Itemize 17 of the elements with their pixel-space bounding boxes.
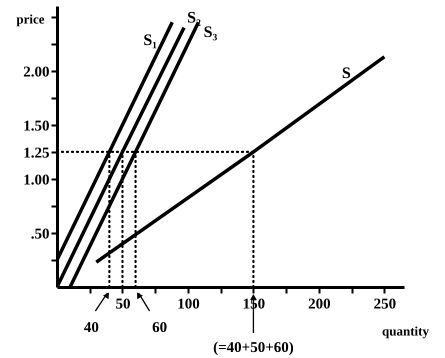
annotation: 40 [84,320,99,336]
annotation: (=40+50+60) [213,340,294,356]
series-label: S₃ [204,24,218,42]
y-tick-label: 1.25 [23,145,50,162]
y-axis-title: price [16,12,45,26]
annotation: 60 [152,320,168,336]
x-tick-label: 250 [374,296,396,312]
y-tick-label: .50 [30,226,50,242]
x-tick-label: 200 [308,296,331,312]
y-tick-label: 2.00 [23,64,50,80]
x-tick-label: 50 [115,296,130,312]
series-label: S₁ [143,32,158,50]
x-axis-title: quantity [382,324,430,338]
x-tick-label: 100 [177,296,200,312]
y-tick-label: 1.00 [23,172,50,188]
series-label: S [342,64,351,82]
y-tick-label: 1.50 [23,118,50,134]
